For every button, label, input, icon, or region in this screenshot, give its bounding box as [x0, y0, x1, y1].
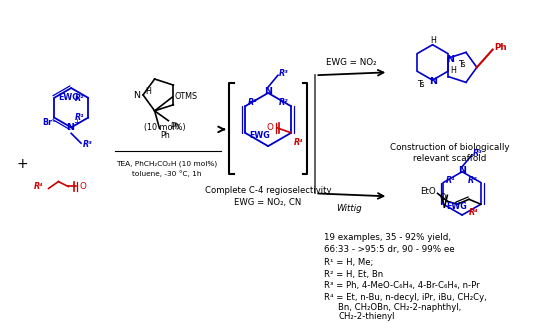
Text: 19 examples, 35 - 92% yield,: 19 examples, 35 - 92% yield, — [324, 233, 451, 242]
Text: R⁴: R⁴ — [34, 182, 43, 191]
Text: Ph: Ph — [161, 130, 170, 140]
Text: R¹ = H, Me;: R¹ = H, Me; — [324, 258, 373, 267]
Text: O: O — [267, 123, 273, 132]
Text: R⁴: R⁴ — [294, 138, 304, 147]
Text: toluene, -30 °C, 1h: toluene, -30 °C, 1h — [132, 171, 201, 177]
Text: R¹: R¹ — [248, 98, 257, 107]
Text: N: N — [430, 77, 437, 86]
Text: H: H — [450, 66, 456, 75]
Text: R¹: R¹ — [75, 113, 84, 122]
Text: O: O — [439, 193, 446, 203]
Text: R³: R³ — [83, 140, 92, 149]
Text: TEA, PhCH₂CO₂H (10 mol%): TEA, PhCH₂CO₂H (10 mol%) — [116, 161, 217, 167]
Text: +: + — [16, 157, 28, 171]
Text: R⁴ = Et, n-Bu, n-decyl, iPr, iBu, CH₂Cy,: R⁴ = Et, n-Bu, n-decyl, iPr, iBu, CH₂Cy, — [324, 293, 487, 302]
Text: R¹: R¹ — [446, 176, 456, 185]
Text: N: N — [133, 91, 140, 100]
Text: EtO: EtO — [420, 187, 436, 196]
Text: CH₂-2-thienyl: CH₂-2-thienyl — [338, 312, 394, 321]
Text: Ph: Ph — [494, 43, 507, 52]
Text: N: N — [446, 55, 454, 64]
Text: R⁴: R⁴ — [469, 208, 479, 217]
Text: +: + — [73, 118, 79, 127]
Text: OTMS: OTMS — [174, 92, 197, 100]
Text: EWG: EWG — [58, 93, 79, 102]
Text: Ph: Ph — [170, 122, 180, 131]
Text: EWG: EWG — [249, 131, 270, 140]
Text: Ts: Ts — [417, 79, 425, 89]
Text: R³ = Ph, 4-MeO-C₆H₄, 4-Br-C₆H₄, n-Pr: R³ = Ph, 4-MeO-C₆H₄, 4-Br-C₆H₄, n-Pr — [324, 281, 480, 290]
Text: Br⁻: Br⁻ — [42, 118, 57, 127]
Text: H: H — [431, 36, 437, 45]
Text: Complete C-4 regioselectivity: Complete C-4 regioselectivity — [205, 186, 331, 195]
Text: Construction of biologically: Construction of biologically — [389, 143, 509, 151]
Text: R²: R² — [278, 98, 288, 107]
Text: N: N — [264, 88, 272, 97]
Text: relevant scaffold: relevant scaffold — [412, 154, 486, 163]
Text: N: N — [66, 123, 74, 132]
Text: H: H — [145, 88, 151, 97]
Text: EWG = NO₂, CN: EWG = NO₂, CN — [234, 198, 302, 207]
Text: Wittig: Wittig — [336, 204, 362, 213]
Text: N: N — [458, 166, 466, 175]
Text: R²: R² — [468, 176, 478, 185]
Text: 66:33 - >95:5 dr, 90 - 99% ee: 66:33 - >95:5 dr, 90 - 99% ee — [324, 245, 455, 254]
Text: R³: R³ — [473, 149, 482, 158]
Text: EWG = NO₂: EWG = NO₂ — [327, 58, 377, 67]
Text: R³: R³ — [279, 69, 289, 78]
Text: O: O — [79, 182, 86, 191]
Text: R²: R² — [75, 94, 84, 103]
Text: (10 mol%): (10 mol%) — [144, 123, 185, 132]
Text: EWG: EWG — [446, 202, 467, 211]
Text: Ts: Ts — [458, 59, 466, 68]
Text: R² = H, Et, Bn: R² = H, Et, Bn — [324, 270, 383, 279]
Text: Bn, CH₂OBn, CH₂-2-naphthyl,: Bn, CH₂OBn, CH₂-2-naphthyl, — [338, 303, 461, 312]
